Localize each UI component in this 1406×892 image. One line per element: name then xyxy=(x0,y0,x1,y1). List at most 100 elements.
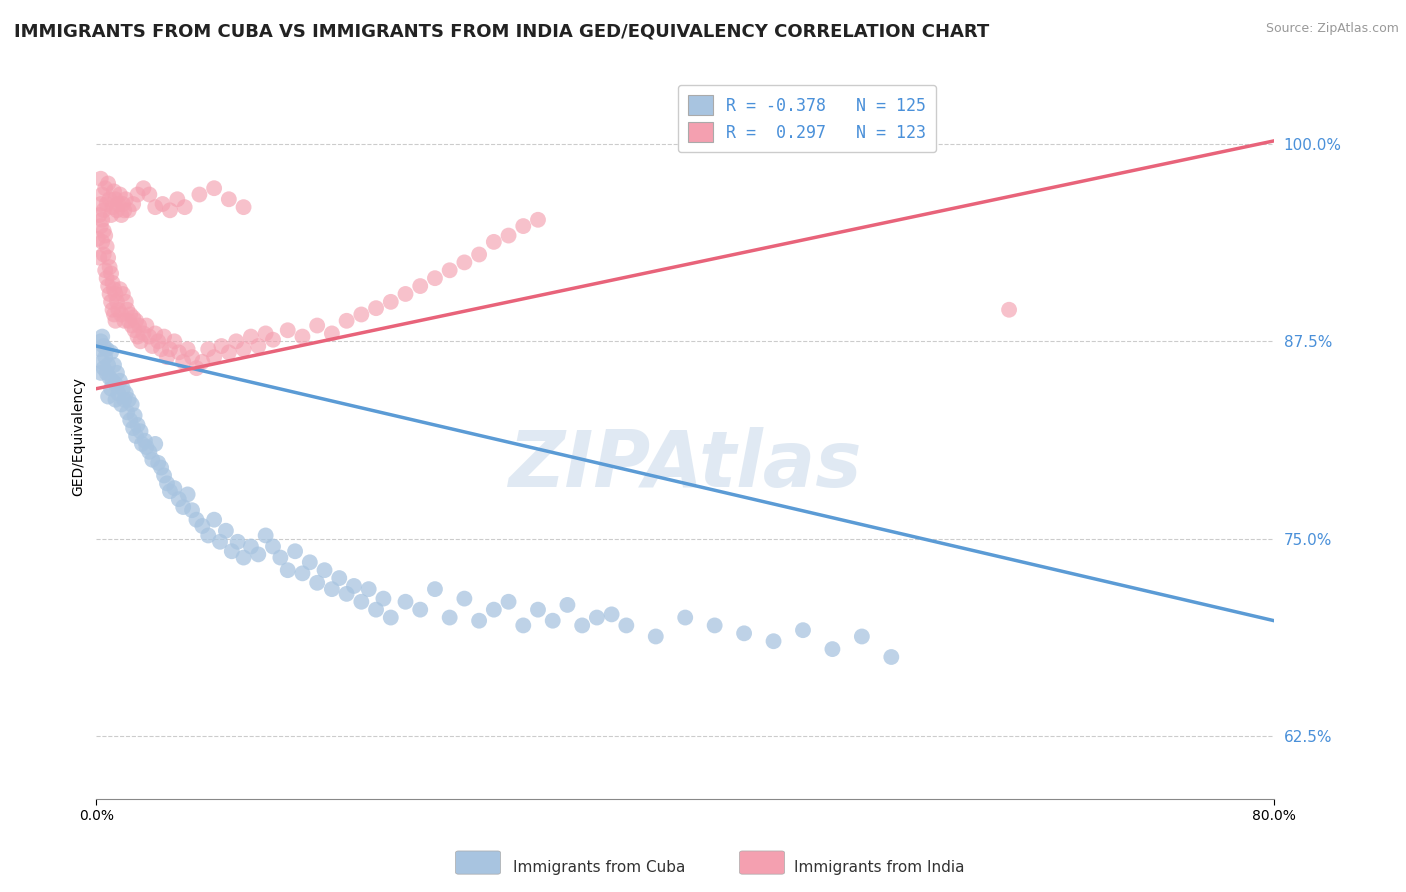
Point xyxy=(98,287,121,301)
Point xyxy=(100,294,122,309)
Point xyxy=(156,350,179,364)
Point xyxy=(100,208,122,222)
Point xyxy=(172,500,194,514)
Point xyxy=(197,342,219,356)
Point xyxy=(571,618,593,632)
Point xyxy=(93,339,115,353)
Point xyxy=(453,255,475,269)
Point xyxy=(94,350,117,364)
Point xyxy=(423,582,446,596)
Point xyxy=(104,192,127,206)
Point xyxy=(277,323,299,337)
Point xyxy=(254,326,277,341)
Point xyxy=(143,200,166,214)
Point xyxy=(107,302,129,317)
Point xyxy=(468,247,491,261)
Point xyxy=(512,618,534,632)
Point xyxy=(298,555,321,569)
Point xyxy=(148,456,170,470)
Point xyxy=(90,334,112,349)
Point xyxy=(181,503,204,517)
Point xyxy=(132,181,155,195)
Point xyxy=(105,294,128,309)
Point xyxy=(121,397,143,411)
Point xyxy=(148,334,170,349)
Point xyxy=(792,623,814,637)
Point xyxy=(143,326,166,341)
Point xyxy=(138,329,160,343)
Point xyxy=(125,314,148,328)
Point xyxy=(541,614,564,628)
Point xyxy=(998,302,1021,317)
Point xyxy=(614,618,637,632)
Point xyxy=(409,602,432,616)
Point xyxy=(91,212,114,227)
Point xyxy=(181,350,204,364)
Point xyxy=(277,563,299,577)
Point xyxy=(90,197,112,211)
Point xyxy=(226,534,249,549)
Point xyxy=(103,185,125,199)
Point xyxy=(120,308,142,322)
Point xyxy=(132,326,155,341)
Point xyxy=(232,200,254,214)
Point xyxy=(114,294,136,309)
Point xyxy=(104,287,127,301)
Point xyxy=(101,302,124,317)
Point xyxy=(307,318,329,333)
Point xyxy=(108,282,131,296)
Text: IMMIGRANTS FROM CUBA VS IMMIGRANTS FROM INDIA GED/EQUIVALENCY CORRELATION CHART: IMMIGRANTS FROM CUBA VS IMMIGRANTS FROM … xyxy=(14,22,990,40)
Point xyxy=(247,339,270,353)
Point xyxy=(135,318,157,333)
Point xyxy=(90,171,112,186)
Point xyxy=(138,445,160,459)
Point xyxy=(512,219,534,233)
Point xyxy=(468,614,491,628)
Point xyxy=(97,279,120,293)
Point xyxy=(110,208,132,222)
Point xyxy=(188,187,211,202)
Point xyxy=(152,197,174,211)
Point xyxy=(880,650,903,665)
Point xyxy=(101,374,124,388)
Point xyxy=(97,358,120,372)
Point xyxy=(262,540,284,554)
Point xyxy=(364,301,387,315)
Point xyxy=(129,425,152,439)
Point xyxy=(91,187,114,202)
Point xyxy=(143,437,166,451)
Point xyxy=(128,318,150,333)
Point xyxy=(96,366,118,380)
Point xyxy=(114,192,136,206)
Point xyxy=(673,610,696,624)
Point xyxy=(314,563,336,577)
Point xyxy=(96,271,118,285)
Point xyxy=(114,386,136,401)
Point xyxy=(124,409,146,423)
Point xyxy=(394,595,416,609)
Point xyxy=(141,452,163,467)
Point xyxy=(108,187,131,202)
Point xyxy=(191,355,214,369)
Point xyxy=(202,350,225,364)
Point xyxy=(117,405,139,419)
Point xyxy=(111,287,134,301)
Point xyxy=(120,413,142,427)
Point xyxy=(167,492,190,507)
Point xyxy=(215,524,238,538)
Point xyxy=(762,634,785,648)
Point xyxy=(254,528,277,542)
Point xyxy=(101,200,124,214)
Point xyxy=(125,429,148,443)
Point xyxy=(124,323,146,337)
Point xyxy=(111,382,134,396)
Point xyxy=(94,228,117,243)
Point xyxy=(97,390,120,404)
Point xyxy=(93,361,115,376)
Point xyxy=(336,587,359,601)
Point xyxy=(343,579,366,593)
Point xyxy=(156,476,179,491)
Point xyxy=(159,203,181,218)
Point xyxy=(291,329,314,343)
Point xyxy=(122,310,145,325)
